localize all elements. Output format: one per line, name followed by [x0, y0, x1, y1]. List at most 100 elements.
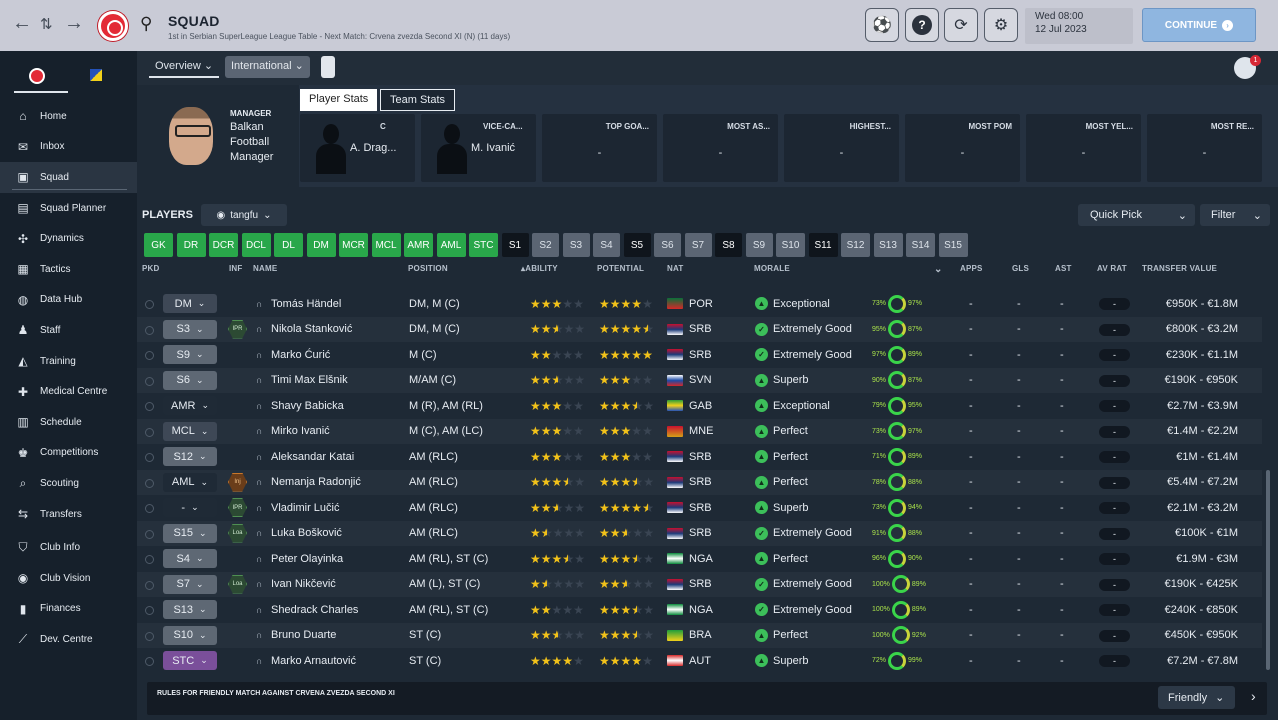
forward-arrow-icon[interactable]: →	[64, 12, 84, 34]
club-logo-small-icon[interactable]	[29, 68, 45, 84]
pick-selector[interactable]: S12 ⌄	[163, 447, 217, 466]
back-arrow-icon[interactable]: ←	[12, 12, 32, 34]
table-row[interactable]: S6 ⌄ ∩ Timi Max Elšnik M/AM (C) ★ ★ ★ ★ ★ ★ ★ ★ ★ ★ ★ SV…	[137, 368, 1262, 394]
col-av-rat[interactable]: AV RAT	[1097, 264, 1127, 273]
sidebar-item-finances[interactable]: ▮ Finances	[0, 594, 137, 625]
pick-selector[interactable]: S3 ⌄	[163, 319, 217, 339]
filter-button[interactable]: Filter ⌄	[1200, 204, 1270, 226]
sidebar-item-club-info[interactable]: ⛉ Club Info	[0, 532, 137, 563]
player-name[interactable]: Marko Arnautović	[271, 654, 356, 667]
nation-flag-icon[interactable]	[90, 69, 102, 81]
sidebar-item-training[interactable]: ◭ Training	[0, 346, 137, 377]
table-row[interactable]: - ⌄ IPR ∩ Vladimir Lučić AM (RLC) ★ ★ ★ ★ ★ ★ ★ ★ ★ ★ ★ ★…	[137, 495, 1262, 521]
nationality[interactable]: POR	[667, 291, 713, 317]
position-chip-s13[interactable]: S13	[873, 233, 903, 257]
pick-radio[interactable]	[145, 402, 154, 411]
position-chip-s11[interactable]: S11	[808, 233, 838, 257]
pick-selector[interactable]: S15 ⌄	[163, 523, 217, 543]
player-name[interactable]: Luka Bošković	[271, 527, 342, 540]
tab-international[interactable]: International ⌄	[225, 56, 310, 78]
sidebar-item-tactics[interactable]: ▦ Tactics	[0, 254, 137, 285]
player-name[interactable]: Nikola Stanković	[271, 323, 353, 336]
position-chip-s14[interactable]: S14	[906, 233, 935, 257]
nationality[interactable]: NGA	[667, 546, 713, 572]
stat-card[interactable]: MOST RE... -	[1147, 114, 1262, 182]
table-row[interactable]: S9 ⌄ ∩ Marko Ćurić M (C) ★ ★ ★ ★ ★ ★ ★ ★ ★ ★ SRB ✓ Extrem…	[137, 342, 1262, 368]
sidebar-item-medical-centre[interactable]: ✚ Medical Centre	[0, 376, 137, 407]
pick-radio[interactable]	[145, 325, 154, 335]
position-chip-dm[interactable]: DM	[306, 233, 336, 257]
settings-button[interactable]: ⚙	[984, 8, 1018, 42]
stat-card[interactable]: HIGHEST... -	[784, 114, 899, 182]
continue-button[interactable]: CONTINUE ›	[1142, 8, 1256, 42]
sidebar-item-home[interactable]: ⌂ Home	[0, 101, 137, 132]
sidebar-item-inbox[interactable]: ✉ Inbox	[0, 132, 137, 163]
quick-pick-button[interactable]: Quick Pick ⌄	[1078, 204, 1195, 226]
table-row[interactable]: AML ⌄ Inj ∩ Nemanja Radonjić AM (RLC) ★ ★ ★ ★ ★ ★ ★ ★…	[137, 470, 1262, 496]
position-chip-gk[interactable]: GK	[144, 233, 173, 257]
stat-card[interactable]: TOP GOA... -	[542, 114, 657, 182]
pick-radio[interactable]	[145, 657, 154, 666]
nationality[interactable]: SRB	[667, 521, 712, 547]
player-name[interactable]: Aleksandar Katai	[271, 450, 355, 463]
col-potential[interactable]: POTENTIAL	[597, 264, 645, 273]
position-chip-amr[interactable]: AMR	[404, 233, 433, 257]
club-badge-icon[interactable]	[98, 11, 128, 41]
col-transfer-value[interactable]: TRANSFER VALUE	[1142, 264, 1218, 273]
pick-selector[interactable]: S9 ⌄	[163, 345, 217, 364]
nationality[interactable]: SRB	[667, 342, 712, 368]
table-row[interactable]: S13 ⌄ ∩ Shedrack Charles AM (RL), ST (C) ★ ★ ★ ★…	[137, 597, 1262, 623]
pick-selector[interactable]: STC ⌄	[163, 651, 217, 670]
table-row[interactable]: AMR ⌄ ∩ Shavy Babicka M (R), AM (RL) ★ ★ ★ ★ ★ ★ ★ ★…	[137, 393, 1262, 419]
player-name[interactable]: Timi Max Elšnik	[271, 374, 348, 387]
sidebar-item-competitions[interactable]: ♚ Competitions	[0, 438, 137, 469]
stat-card[interactable]: C A. Drag...	[300, 114, 415, 182]
nationality[interactable]: BRA	[667, 623, 712, 649]
help-button[interactable]: ?	[905, 8, 939, 42]
tab-overview[interactable]: Overview ⌄	[149, 56, 220, 78]
player-name[interactable]: Marko Ćurić	[271, 348, 331, 361]
sidebar-item-staff[interactable]: ♟ Staff	[0, 315, 137, 346]
position-chip-s6[interactable]: S6	[654, 233, 681, 257]
history-icon[interactable]: ⇅	[40, 16, 53, 33]
pick-radio[interactable]	[145, 606, 154, 615]
chevron-right-icon[interactable]: ›	[1251, 688, 1256, 704]
manager-panel[interactable]: MANAGER Balkan Football Manager	[137, 85, 299, 187]
col-pkd[interactable]: PKD	[142, 264, 160, 273]
nationality[interactable]: GAB	[667, 393, 712, 419]
view-selector[interactable]: ◉ tangfu ⌄	[201, 204, 287, 226]
refresh-button[interactable]: ⟳	[944, 8, 978, 42]
col-apps[interactable]: APPS	[960, 264, 983, 273]
table-row[interactable]: S4 ⌄ ∩ Peter Olayinka AM (RL), ST (C) ★ ★ ★ ★ ★ ★ ★…	[137, 546, 1262, 572]
position-chip-dcr[interactable]: DCR	[209, 233, 238, 257]
position-chip-s15[interactable]: S15	[938, 233, 968, 257]
col-nat[interactable]: NAT	[667, 264, 684, 273]
position-chip-s10[interactable]: S10	[776, 233, 805, 257]
chevron-down-icon[interactable]: ⌄	[934, 264, 943, 275]
sidebar-item-squad-planner[interactable]: ▤ Squad Planner	[0, 193, 137, 224]
player-name[interactable]: Tomás Händel	[271, 297, 342, 310]
nationality[interactable]: SVN	[667, 368, 712, 394]
player-name[interactable]: Shedrack Charles	[271, 603, 359, 616]
table-row[interactable]: S10 ⌄ ∩ Bruno Duarte ST (C) ★ ★ ★ ★ ★ ★ ★ ★ ★ ★ ★ ★ BRA ▲ P…	[137, 623, 1262, 649]
position-chip-s2[interactable]: S2	[532, 233, 559, 257]
pick-radio[interactable]	[145, 351, 154, 360]
col-position[interactable]: POSITION	[408, 264, 448, 273]
player-name[interactable]: Shavy Babicka	[271, 399, 344, 412]
col-morale[interactable]: MORALE	[754, 264, 790, 273]
table-row[interactable]: S3 ⌄ IPR ∩ Nikola Stanković DM, M (C) ★ ★ ★ ★ ★ ★ ★ ★…	[137, 317, 1262, 343]
position-chip-aml[interactable]: AML	[436, 233, 466, 257]
pick-radio[interactable]	[145, 504, 154, 513]
nationality[interactable]: SRB	[667, 572, 712, 598]
player-name[interactable]: Peter Olayinka	[271, 552, 344, 565]
sidebar-item-club-vision[interactable]: ◉ Club Vision	[0, 563, 137, 594]
table-row[interactable]: DM ⌄ ∩ Tomás Händel DM, M (C) ★ ★ ★ ★ ★ ★ ★ ★ ★ ★ POR ▲ E…	[137, 291, 1262, 317]
stat-card[interactable]: VICE-CA... M. Ivanić	[421, 114, 536, 182]
player-name[interactable]: Vladimir Lučić	[271, 501, 340, 514]
pick-radio[interactable]	[145, 300, 154, 309]
pick-radio[interactable]	[145, 453, 154, 462]
table-row[interactable]: MCL ⌄ ∩ Mirko Ivanić M (C), AM (LC) ★ ★ ★ ★ ★ ★ ★ ★ ★…	[137, 419, 1262, 445]
position-chip-s9[interactable]: S9	[745, 233, 773, 257]
pick-selector[interactable]: S7 ⌄	[163, 574, 217, 594]
pick-radio[interactable]	[145, 427, 154, 437]
